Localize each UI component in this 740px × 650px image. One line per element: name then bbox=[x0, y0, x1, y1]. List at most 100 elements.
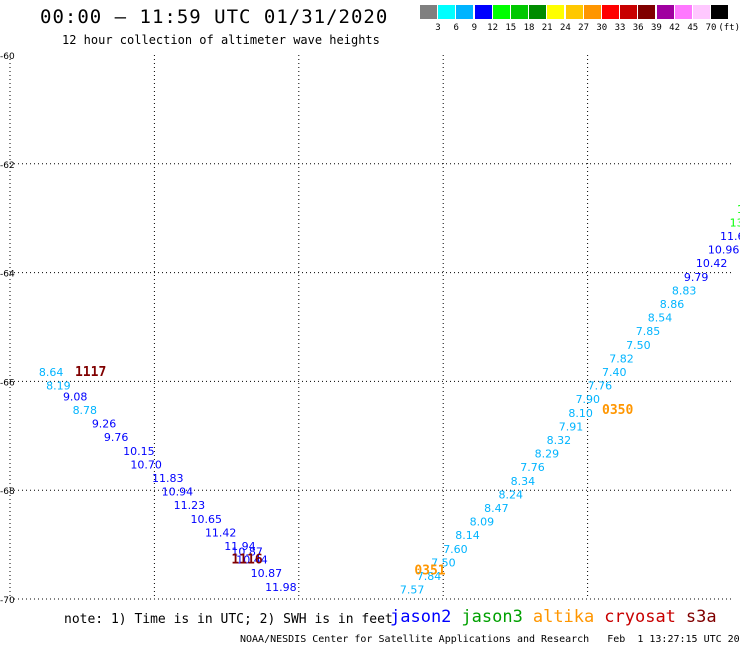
chart-subtitle: 12 hour collection of altimeter wave hei… bbox=[62, 33, 380, 47]
scale-label: 9 bbox=[471, 23, 478, 33]
scale-swatch bbox=[693, 5, 710, 19]
data-label: 10.87 bbox=[231, 545, 263, 558]
data-label: 8.32 bbox=[547, 434, 572, 447]
data-label: 8.19 bbox=[46, 380, 71, 393]
data-label: 9.76 bbox=[104, 431, 129, 444]
legend-entry: s3a bbox=[685, 607, 717, 627]
data-label: 14. bbox=[737, 203, 740, 216]
scale-swatch bbox=[492, 5, 510, 19]
data-label: 13.29 bbox=[730, 216, 740, 229]
data-label: 7.76 bbox=[588, 380, 613, 393]
data-label: 10.42 bbox=[696, 257, 728, 270]
pass-label: 1116 bbox=[231, 553, 262, 568]
scale-label: 21 bbox=[541, 23, 553, 33]
data-label: 10.15 bbox=[123, 445, 155, 458]
data-label: 9.26 bbox=[92, 418, 117, 431]
data-label: 7.82 bbox=[609, 352, 634, 365]
data-label: 7.90 bbox=[576, 393, 601, 406]
data-label: 11.42 bbox=[205, 526, 237, 539]
data-label: 8.14 bbox=[455, 529, 480, 542]
scale-swatch bbox=[456, 5, 474, 19]
scale-label: 36 bbox=[632, 23, 644, 33]
data-label: 7.50 bbox=[626, 339, 651, 352]
scale-label: 33 bbox=[614, 23, 626, 33]
data-label: 11.23 bbox=[174, 499, 206, 512]
scale-label: 27 bbox=[578, 23, 590, 33]
data-label: 10.44 bbox=[236, 554, 268, 567]
footer-credit: NOAA/NESDIS Center for Satellite Applica… bbox=[240, 634, 740, 645]
data-label: 8.29 bbox=[535, 448, 560, 461]
data-label: 11.98 bbox=[265, 581, 297, 594]
data-label: 7.76 bbox=[520, 461, 545, 474]
wave-height-chart: -180-177-174-171-168-165-60-62-64-66-68-… bbox=[0, 52, 740, 605]
scale-label: 39 bbox=[650, 23, 662, 33]
scale-swatch bbox=[674, 5, 692, 19]
legend-entry: jason3 bbox=[461, 607, 523, 627]
footer-note: note: 1) Time is in UTC; 2) SWH is in fe… bbox=[64, 612, 393, 627]
pass-label: 0351 bbox=[414, 564, 445, 579]
scale-label: 42 bbox=[669, 23, 681, 33]
scale-swatch bbox=[711, 5, 729, 19]
data-label: 8.86 bbox=[660, 298, 685, 311]
data-label: 10.94 bbox=[162, 486, 194, 499]
scale-swatch bbox=[656, 5, 674, 19]
data-label: 8.64 bbox=[39, 366, 64, 379]
y-tick-label: -62 bbox=[0, 161, 15, 171]
data-label: 7.40 bbox=[602, 366, 627, 379]
data-label: 7.85 bbox=[636, 325, 661, 338]
scale-label: 18 bbox=[523, 23, 535, 33]
scale-label: 6 bbox=[453, 23, 459, 33]
legend-entry: cryosat bbox=[604, 607, 676, 627]
data-label: 10.70 bbox=[130, 458, 162, 471]
scale-label: 30 bbox=[596, 23, 608, 33]
legend-entry: altika bbox=[532, 607, 595, 627]
pass-label: 1117 bbox=[75, 365, 106, 380]
data-label: 7.50 bbox=[431, 556, 456, 569]
scale-label: 3 bbox=[435, 23, 441, 33]
scale-label: 45 bbox=[687, 23, 699, 33]
data-label: 10.87 bbox=[251, 567, 283, 580]
data-label: 7.60 bbox=[443, 543, 468, 556]
data-label: 8.34 bbox=[511, 475, 536, 488]
scale-swatch bbox=[565, 5, 583, 19]
data-label: 8.47 bbox=[484, 502, 509, 515]
scale-label: (ft) bbox=[718, 23, 740, 33]
scale-swatch bbox=[583, 5, 601, 19]
scale-swatch bbox=[529, 5, 547, 19]
scale-swatch bbox=[438, 5, 456, 19]
data-label: 10.96 bbox=[708, 244, 740, 257]
data-label: 11.94 bbox=[224, 540, 256, 553]
data-label: 8.24 bbox=[499, 488, 524, 501]
data-label: 8.83 bbox=[672, 284, 697, 297]
data-label: 8.10 bbox=[568, 407, 593, 420]
y-tick-label: -64 bbox=[0, 270, 15, 280]
legend-entry: jason2 bbox=[390, 607, 452, 627]
y-tick-label: -66 bbox=[0, 378, 15, 388]
data-label: 7.91 bbox=[559, 420, 584, 433]
scale-label: 24 bbox=[559, 23, 571, 33]
chart-title: 00:00 – 11:59 UTC 01/31/2020 bbox=[40, 6, 389, 28]
y-tick-label: -68 bbox=[0, 487, 15, 497]
data-label: 9.08 bbox=[63, 390, 88, 403]
satellite-legend: jason2 jason3 altika cryosat s3a bbox=[390, 607, 727, 627]
scale-swatch bbox=[420, 5, 437, 19]
data-label: 7.57 bbox=[400, 584, 425, 597]
y-tick-label: -60 bbox=[0, 52, 15, 62]
scale-swatch bbox=[547, 5, 565, 19]
data-label: 9.79 bbox=[684, 271, 709, 284]
scale-label: 70 bbox=[705, 23, 717, 33]
scale-swatch bbox=[511, 5, 528, 19]
scale-label: 12 bbox=[487, 23, 499, 33]
data-label: 11.83 bbox=[152, 472, 184, 485]
data-label: 8.54 bbox=[648, 312, 673, 325]
data-label: 8.09 bbox=[470, 516, 495, 529]
scale-swatch bbox=[474, 5, 492, 19]
data-label: 8.78 bbox=[73, 404, 98, 417]
pass-label: 0350 bbox=[602, 403, 633, 418]
data-label: 11.60 bbox=[720, 230, 740, 243]
scale-swatch bbox=[602, 5, 619, 19]
scale-swatch bbox=[638, 5, 656, 19]
data-label: 10.65 bbox=[191, 513, 223, 526]
scale-swatch bbox=[620, 5, 638, 19]
data-label: 7.84 bbox=[417, 570, 442, 583]
